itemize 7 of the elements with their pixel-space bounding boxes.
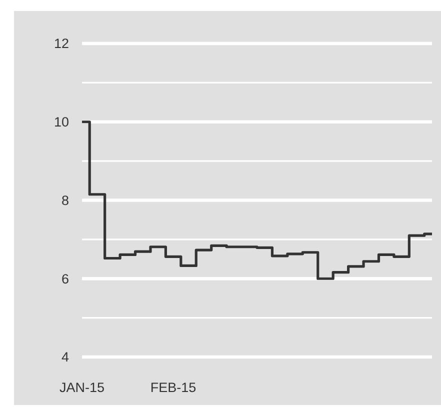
y-tick-label: 4 — [61, 350, 70, 365]
y-tick-label: 10 — [54, 114, 69, 130]
y-tick-label: 12 — [54, 36, 69, 52]
y-tick-label: 8 — [61, 192, 69, 208]
x-tick-label: FEB-15 — [150, 380, 196, 395]
x-tick-label: JAN-15 — [59, 380, 105, 395]
y-tick-label: 6 — [61, 271, 69, 286]
